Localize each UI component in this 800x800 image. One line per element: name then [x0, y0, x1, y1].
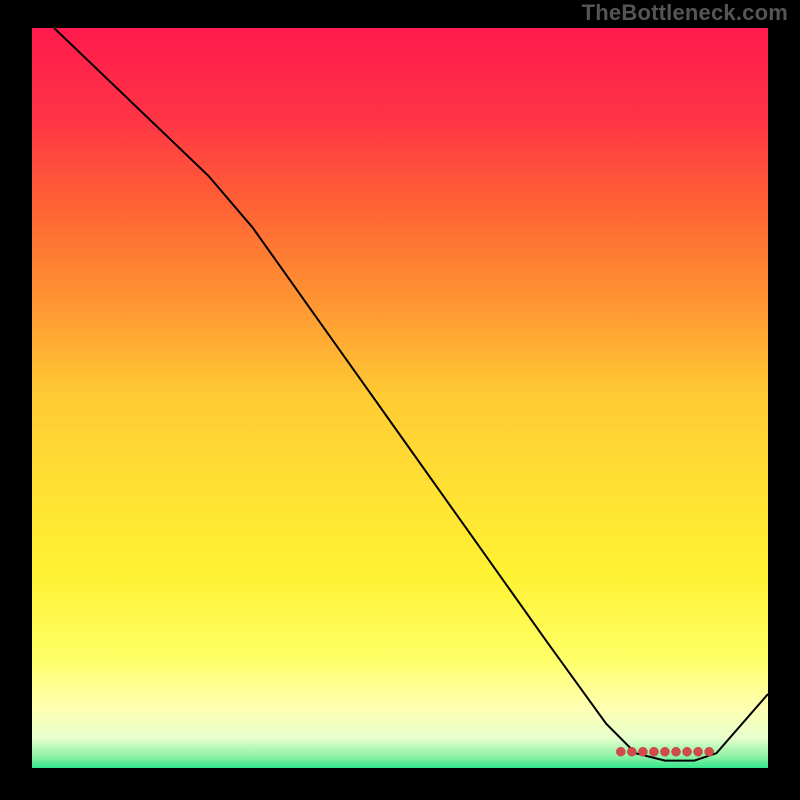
watermark-text: TheBottleneck.com: [582, 0, 788, 26]
gradient-background: [32, 28, 768, 768]
marker-point: [660, 747, 669, 756]
marker-point: [649, 747, 658, 756]
marker-group: [616, 747, 713, 756]
marker-point: [683, 747, 692, 756]
marker-point: [672, 747, 681, 756]
plot-area: [32, 28, 768, 768]
plot-svg: [32, 28, 768, 768]
marker-point: [616, 747, 625, 756]
marker-point: [705, 747, 714, 756]
chart-canvas: TheBottleneck.com: [0, 0, 800, 800]
marker-point: [694, 747, 703, 756]
marker-point: [638, 747, 647, 756]
marker-point: [627, 747, 636, 756]
